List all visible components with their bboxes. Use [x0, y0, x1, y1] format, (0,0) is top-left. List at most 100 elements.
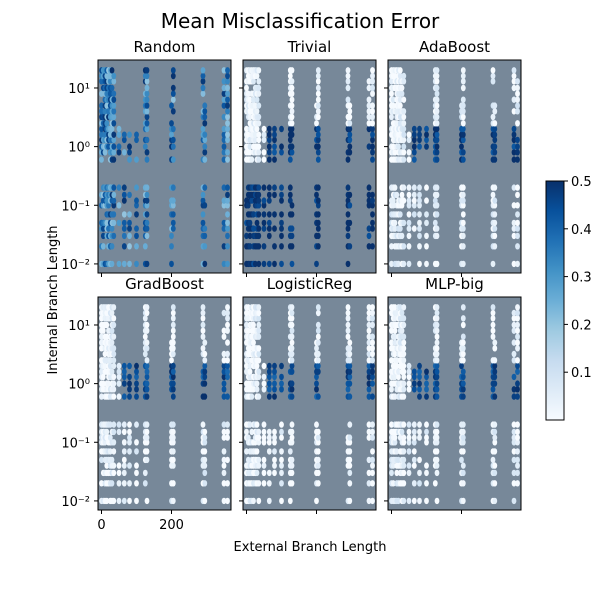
- panel-title: Random: [133, 38, 195, 56]
- hex-cell: [127, 439, 132, 446]
- hex-cell: [492, 469, 498, 477]
- hex-cell: [366, 373, 372, 381]
- hex-cell: [511, 72, 517, 80]
- hex-cell: [515, 78, 520, 85]
- hex-cell: [109, 67, 115, 74]
- hex-cell: [434, 345, 440, 352]
- hex-cell: [515, 480, 520, 487]
- hex-cell: [515, 260, 520, 268]
- hex-cell: [460, 191, 466, 199]
- hex-cell: [366, 125, 372, 133]
- hex-cell: [127, 448, 132, 455]
- hex-cell: [202, 156, 208, 163]
- hex-cell: [251, 96, 256, 103]
- hex-cell: [272, 386, 277, 393]
- hex-cell: [221, 393, 227, 400]
- hex-cell: [515, 321, 520, 329]
- hex-cell: [366, 327, 372, 334]
- hex-cell: [370, 219, 375, 227]
- hex-cell: [225, 309, 230, 317]
- hex-cell: [256, 373, 262, 381]
- hex-cell: [406, 434, 412, 441]
- hex-cell: [434, 380, 440, 387]
- hex-cell: [370, 211, 375, 218]
- hex-cell: [397, 304, 403, 311]
- hex-cell: [515, 421, 520, 428]
- hex-cell: [289, 202, 295, 209]
- y-tick-label: 10⁰: [68, 141, 90, 156]
- hex-cell: [389, 327, 394, 334]
- hex-cell: [99, 480, 104, 487]
- x-tick-label: 0: [97, 518, 105, 533]
- hex-cell: [366, 315, 372, 322]
- hex-cell: [424, 497, 429, 505]
- hex-cell: [370, 67, 375, 74]
- hex-cell: [347, 373, 353, 381]
- hex-cell: [345, 96, 351, 103]
- hex-cell: [399, 428, 405, 436]
- hex-cell: [202, 108, 208, 115]
- hex-cell: [392, 225, 398, 232]
- hex-cell: [256, 143, 262, 150]
- hex-cell: [401, 315, 407, 322]
- hex-cell: [134, 469, 139, 477]
- hex-cell: [417, 219, 422, 227]
- hex-cell: [261, 184, 267, 191]
- hex-cell: [144, 439, 150, 446]
- hex-cell: [127, 386, 132, 393]
- hex-cell: [434, 72, 440, 80]
- hex-cell: [315, 339, 321, 346]
- hex-cell: [399, 232, 405, 240]
- hex-cell: [221, 202, 227, 209]
- panel-title: Trivial: [287, 38, 332, 56]
- hex-cell: [109, 327, 115, 334]
- hex-cell: [315, 350, 321, 358]
- hex-cell: [266, 136, 272, 144]
- hex-cell: [389, 78, 394, 85]
- hex-cell: [492, 345, 498, 352]
- hex-cell: [121, 480, 127, 487]
- hex-cell: [256, 304, 262, 311]
- hex-cell: [134, 386, 139, 393]
- y-tick-label: 10⁻¹: [61, 436, 90, 451]
- hex-cell: [279, 211, 284, 218]
- hex-cell: [434, 497, 440, 505]
- hex-cell: [347, 102, 353, 109]
- hex-cell: [314, 120, 319, 127]
- hex-cell: [244, 448, 249, 455]
- hex-cell: [225, 315, 230, 322]
- hex-cell: [347, 469, 353, 477]
- hex-cell: [411, 125, 417, 133]
- hex-cell: [134, 462, 139, 469]
- hex-cell: [134, 202, 139, 209]
- hex-cell: [366, 225, 372, 232]
- hex-cell: [279, 428, 284, 436]
- hex-cell: [492, 184, 498, 191]
- hex-cell: [111, 108, 117, 115]
- hex-cell: [116, 480, 122, 487]
- hex-cell: [225, 211, 230, 218]
- hex-cell: [401, 156, 407, 163]
- hex-cell: [370, 321, 375, 329]
- hex-cell: [417, 184, 422, 191]
- hex-cell: [345, 327, 351, 334]
- hex-cell: [492, 357, 498, 364]
- hex-cell: [366, 96, 372, 103]
- hex-cell: [261, 225, 267, 232]
- hex-cell: [134, 260, 139, 268]
- hex-cell: [366, 357, 372, 364]
- hex-cell: [261, 131, 267, 138]
- hex-cell: [389, 386, 394, 393]
- hex-cell: [370, 225, 375, 232]
- hex-cell: [221, 327, 227, 334]
- hex-cell: [104, 497, 110, 505]
- hex-cell: [345, 225, 351, 232]
- hex-cell: [511, 421, 517, 428]
- hex-cell: [225, 202, 230, 209]
- hex-cell: [170, 90, 176, 97]
- hex-cell: [511, 219, 517, 227]
- hex-cell: [392, 439, 398, 446]
- hex-cell: [515, 149, 520, 156]
- hex-cell: [370, 149, 375, 156]
- hex-cell: [345, 386, 351, 393]
